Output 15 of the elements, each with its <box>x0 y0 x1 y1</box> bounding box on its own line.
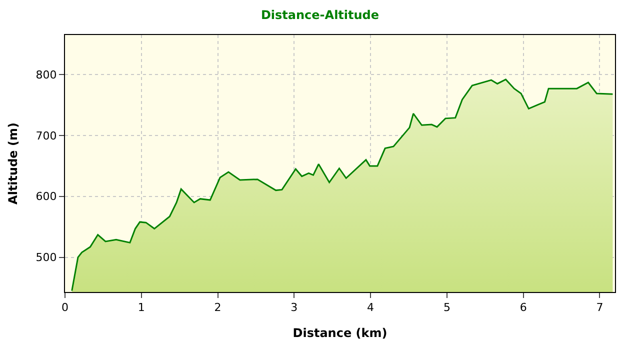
y-tick-label: 700 <box>36 129 57 142</box>
y-tick-label: 600 <box>36 190 57 204</box>
x-axis-title: Distance (km) <box>292 326 388 340</box>
x-tick-label: 4 <box>367 301 374 314</box>
x-tick-label: 1 <box>138 301 145 314</box>
x-tick-label: 2 <box>214 301 222 314</box>
x-tick-label: 0 <box>62 301 68 314</box>
x-tick-label: 6 <box>520 301 527 314</box>
x-tick-label: 7 <box>596 301 604 314</box>
y-axis-title: Altitude (m) <box>6 122 20 204</box>
chart-title: Distance-Altitude <box>260 8 380 22</box>
x-tick-label: 5 <box>443 301 450 314</box>
y-tick-label: 800 <box>36 68 57 82</box>
y-tick-label: 500 <box>36 251 57 264</box>
x-tick-label: 3 <box>290 301 298 314</box>
